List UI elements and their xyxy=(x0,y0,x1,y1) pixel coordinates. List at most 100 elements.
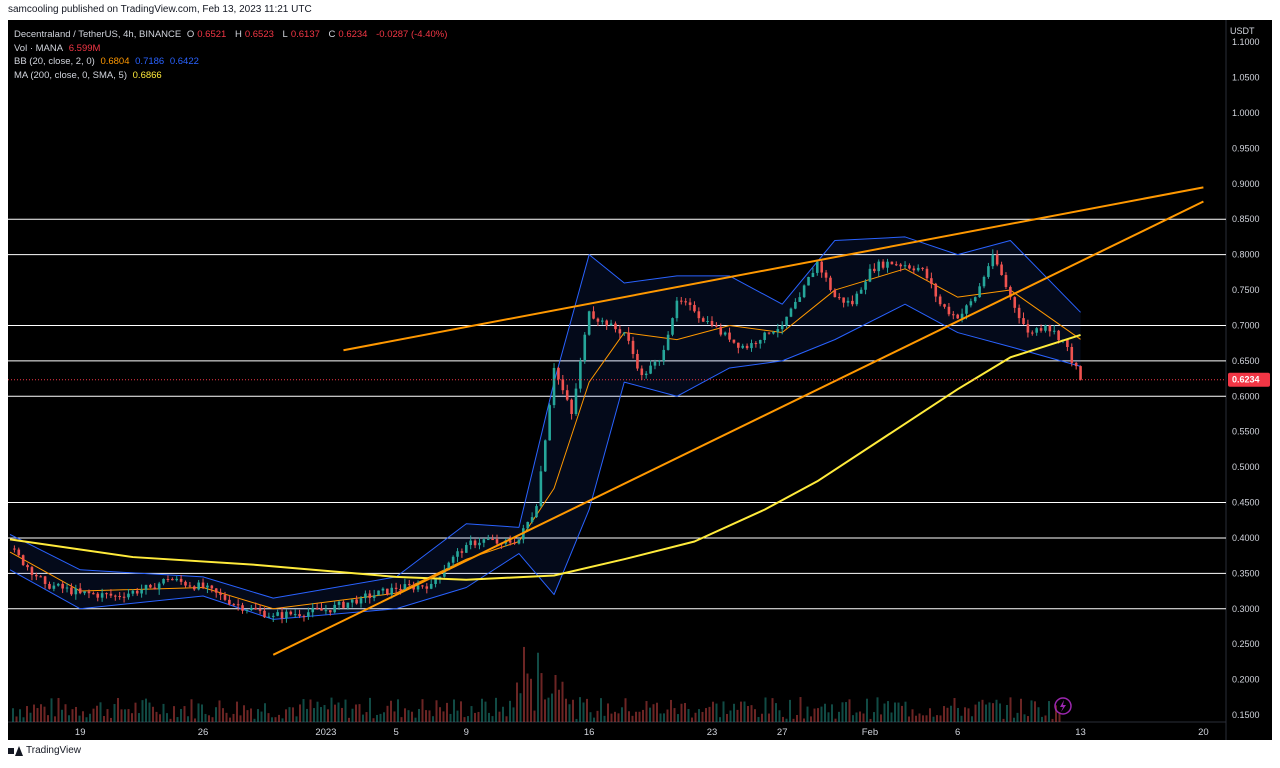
y-tick-label: 0.4000 xyxy=(1232,533,1260,543)
candle-body xyxy=(377,590,380,596)
chart-legend: Decentraland / TetherUS, 4h, BINANCE O 0.… xyxy=(14,28,450,82)
candle-body xyxy=(745,345,749,349)
candle-body xyxy=(565,390,569,400)
volume-bar xyxy=(355,704,357,722)
y-tick-label: 0.4500 xyxy=(1232,498,1260,508)
legend-volume-row: Vol · MANA 6.599M xyxy=(14,42,450,56)
candle-body xyxy=(701,318,705,322)
candle-body xyxy=(83,591,86,594)
candle-body xyxy=(987,266,990,277)
y-tick-label: 0.1500 xyxy=(1232,710,1260,720)
candle-body xyxy=(960,313,964,319)
volume-bar xyxy=(789,699,791,722)
candle-body xyxy=(153,587,157,590)
volume-bar xyxy=(565,698,567,722)
volume-bar xyxy=(113,704,116,722)
candle-body xyxy=(728,332,731,340)
candle-body xyxy=(1009,287,1012,298)
volume-bar xyxy=(243,705,245,722)
candle-body xyxy=(491,539,494,541)
candle-body xyxy=(166,578,170,580)
tradingview-logo-icon xyxy=(8,745,23,756)
chart-frame[interactable]: Decentraland / TetherUS, 4h, BINANCE O 0.… xyxy=(8,20,1272,740)
volume-bar xyxy=(474,712,476,722)
candle-body xyxy=(837,297,841,299)
candle-body xyxy=(710,320,714,326)
candle-body xyxy=(192,586,196,590)
candle-body xyxy=(333,604,336,613)
volume-bar xyxy=(817,708,819,722)
volume-bar xyxy=(722,701,725,722)
footer-brand: TradingView xyxy=(8,745,81,756)
y-tick-label: 1.0500 xyxy=(1232,73,1260,83)
volume-bar xyxy=(999,703,1001,722)
candle-body xyxy=(886,261,889,268)
candle-body xyxy=(526,521,530,529)
volume-bar xyxy=(750,705,753,722)
volume-bar xyxy=(946,707,949,722)
candle-body xyxy=(579,360,582,389)
candle-body xyxy=(675,300,679,319)
candle-body xyxy=(65,587,69,589)
volume-bar xyxy=(792,718,795,722)
candle-body xyxy=(583,334,587,361)
candle-body xyxy=(315,607,319,609)
ohlc-open: O 0.6521 xyxy=(186,29,227,40)
candle-body xyxy=(969,301,973,306)
volume-bar xyxy=(1044,715,1047,722)
candle-body xyxy=(429,583,433,589)
candle-body xyxy=(403,584,407,591)
volume-bar xyxy=(1002,718,1005,722)
volume-bar xyxy=(929,708,931,722)
candle-body xyxy=(355,599,358,604)
candle-body xyxy=(978,286,981,298)
volume-bar xyxy=(1027,716,1029,722)
candle-body xyxy=(587,311,591,335)
candle-body xyxy=(881,261,885,268)
candle-body xyxy=(1022,318,1025,325)
y-tick-label: 0.3500 xyxy=(1232,568,1260,578)
x-tick-label: 27 xyxy=(777,727,788,738)
volume-value: 6.599M xyxy=(68,42,101,54)
volume-bar xyxy=(47,715,49,722)
volume-bar xyxy=(246,710,249,722)
volume-bar xyxy=(785,718,788,722)
volume-bar xyxy=(572,699,574,722)
volume-bar xyxy=(551,693,553,722)
candle-body xyxy=(855,293,859,305)
volume-bar xyxy=(309,699,312,722)
volume-bar xyxy=(201,704,203,722)
volume-bar xyxy=(54,716,56,722)
ohlc-high: H 0.6523 xyxy=(234,29,274,40)
volume-bar xyxy=(442,711,445,722)
volume-bar xyxy=(75,706,77,722)
volume-bar xyxy=(1055,705,1057,722)
volume-bar xyxy=(761,713,763,722)
candle-body xyxy=(241,605,244,611)
price-chart[interactable]: 1.1000 1.0500 1.0000 0.9500 0.9000 0.8500 0.80… xyxy=(8,20,1272,740)
volume-bar xyxy=(477,711,480,722)
volume-bar xyxy=(582,702,585,722)
candle-body xyxy=(574,388,578,414)
volume-bar xyxy=(600,698,602,722)
candle-body xyxy=(250,607,253,611)
volume-bar xyxy=(1020,698,1022,722)
candle-body xyxy=(596,318,600,322)
volume-bar xyxy=(85,717,88,722)
candle-body xyxy=(78,588,82,594)
volume-bar xyxy=(267,713,270,722)
volume-bar xyxy=(127,709,130,722)
volume-bar xyxy=(824,703,826,722)
volume-bar xyxy=(232,713,235,722)
candle-body xyxy=(350,599,354,603)
candle-body xyxy=(973,297,977,302)
volume-bar xyxy=(645,701,648,722)
candle-body xyxy=(311,607,315,613)
candle-body xyxy=(868,268,872,282)
volume-bar xyxy=(1013,717,1015,722)
volume-bar xyxy=(883,703,886,722)
volume-bar xyxy=(57,697,60,722)
volume-bar xyxy=(575,718,578,722)
volume-bar xyxy=(106,709,109,722)
candle-body xyxy=(618,329,622,334)
